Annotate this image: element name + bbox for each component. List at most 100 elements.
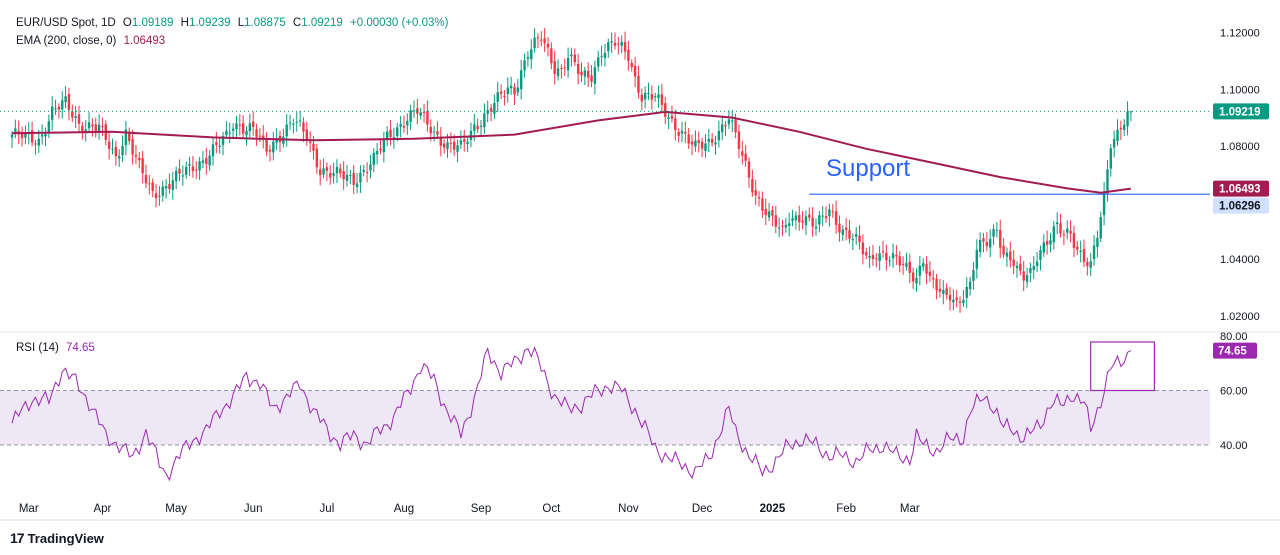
candle-body bbox=[613, 42, 617, 46]
candle-body bbox=[355, 183, 359, 188]
candle-body bbox=[288, 122, 292, 124]
candle-body bbox=[881, 251, 885, 253]
candle-body bbox=[590, 75, 593, 82]
candle-body bbox=[1106, 169, 1109, 195]
time-tick-label: Nov bbox=[618, 503, 639, 515]
candle-body bbox=[262, 135, 265, 138]
candle-body bbox=[298, 120, 302, 122]
candle-body bbox=[1015, 265, 1019, 269]
candle-body bbox=[1123, 124, 1126, 130]
candle-body bbox=[757, 197, 761, 199]
candle-body bbox=[948, 294, 952, 301]
candle-body bbox=[201, 160, 205, 163]
candle-body bbox=[731, 120, 734, 122]
candle-body bbox=[804, 216, 808, 225]
candle-body bbox=[1096, 237, 1099, 247]
candle-body bbox=[1002, 245, 1005, 255]
rsi-axis-label: 74.65 bbox=[1218, 346, 1247, 358]
candle-body bbox=[379, 148, 382, 151]
candle-body bbox=[928, 271, 932, 276]
candle-body bbox=[198, 161, 201, 171]
candle-body bbox=[295, 121, 298, 123]
price-axis-label-bg bbox=[1213, 197, 1269, 214]
candle-body bbox=[87, 122, 91, 129]
candle-body bbox=[593, 67, 597, 84]
candle-body bbox=[694, 140, 697, 147]
candle-body bbox=[315, 148, 319, 168]
candle-body bbox=[30, 130, 34, 143]
candle-body bbox=[530, 49, 533, 60]
candle-body bbox=[483, 113, 486, 128]
support-annotation: Support bbox=[826, 155, 911, 182]
candle-body bbox=[479, 125, 483, 127]
candle-body bbox=[908, 261, 911, 273]
time-tick-label: 2025 bbox=[760, 503, 786, 515]
candle-body bbox=[114, 146, 118, 157]
candle-body bbox=[1039, 250, 1042, 261]
candle-body bbox=[741, 151, 744, 156]
candle-body bbox=[744, 153, 747, 161]
price-panel[interactable] bbox=[0, 27, 1210, 313]
candle-body bbox=[325, 167, 329, 171]
candle-body bbox=[161, 186, 164, 196]
candle-body bbox=[1052, 226, 1056, 243]
candle-body bbox=[235, 123, 238, 130]
candle-body bbox=[697, 140, 700, 143]
brand-name: TradingView bbox=[27, 530, 104, 546]
candle-body bbox=[1086, 261, 1089, 266]
candle-body bbox=[576, 63, 580, 74]
candle-body bbox=[426, 111, 429, 125]
candle-body bbox=[667, 117, 670, 119]
time-tick-label: Feb bbox=[836, 503, 856, 515]
candle-body bbox=[922, 263, 925, 267]
candle-body bbox=[938, 288, 942, 292]
candle-body bbox=[473, 124, 476, 132]
candle-body bbox=[422, 111, 426, 113]
rsi-line bbox=[11, 346, 1132, 482]
candle-body bbox=[61, 100, 64, 110]
candle-body bbox=[382, 139, 386, 153]
candle-body bbox=[583, 70, 587, 77]
candle-body bbox=[158, 195, 161, 197]
candle-body bbox=[205, 158, 208, 165]
candle-body bbox=[844, 227, 848, 230]
candle-body bbox=[734, 119, 737, 133]
price-tick-label: 1.10000 bbox=[1220, 84, 1260, 96]
candle-body bbox=[1045, 241, 1049, 245]
candle-body bbox=[181, 175, 185, 177]
candle-body bbox=[121, 145, 124, 156]
open-value: O1.09189 bbox=[122, 17, 174, 29]
candle-body bbox=[231, 128, 235, 131]
candle-body bbox=[151, 182, 154, 192]
candle-body bbox=[942, 289, 945, 294]
ema-value: 1.06493 bbox=[123, 35, 166, 47]
candle-body bbox=[985, 241, 989, 247]
candle-body bbox=[375, 150, 379, 155]
candle-body bbox=[834, 211, 838, 225]
candle-body bbox=[138, 157, 141, 161]
candle-body bbox=[1056, 222, 1059, 225]
candle-body bbox=[221, 136, 225, 145]
candle-body bbox=[801, 220, 804, 223]
candle-body bbox=[865, 252, 868, 256]
candle-body bbox=[362, 169, 365, 172]
rsi-panel[interactable] bbox=[0, 341, 1210, 482]
candle-body bbox=[238, 124, 241, 126]
candle-body bbox=[174, 170, 178, 182]
candle-body bbox=[650, 94, 654, 100]
candle-body bbox=[560, 67, 563, 69]
candle-body bbox=[727, 119, 731, 125]
candle-body bbox=[228, 132, 231, 134]
candle-body bbox=[563, 67, 566, 69]
candle-body bbox=[77, 114, 81, 124]
candle-body bbox=[44, 133, 47, 137]
candle-body bbox=[144, 175, 148, 184]
candle-body bbox=[225, 130, 228, 136]
candle-body bbox=[322, 168, 325, 175]
candle-body bbox=[623, 41, 627, 52]
candle-body bbox=[439, 136, 442, 146]
time-tick-label: Jul bbox=[320, 503, 335, 515]
rsi-tick-label: 80.00 bbox=[1220, 331, 1248, 343]
candle-body bbox=[1072, 233, 1076, 248]
